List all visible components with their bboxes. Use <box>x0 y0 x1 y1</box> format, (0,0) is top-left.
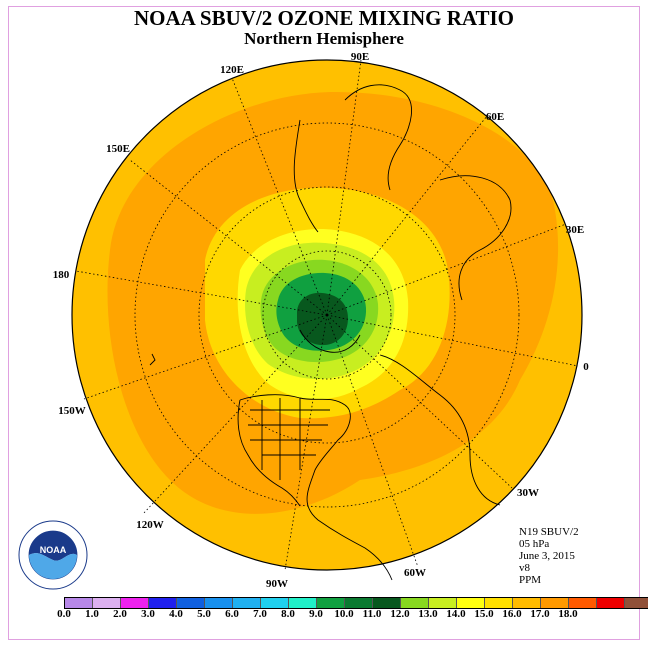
coastlines <box>149 84 512 581</box>
colorbar-tick-label: 3.0 <box>141 608 155 620</box>
colorbar-tick-label: 0.0 <box>57 608 71 620</box>
lon-label-120w: 120W <box>136 519 164 531</box>
colorbar-swatch <box>261 598 289 608</box>
colorbar-swatch <box>65 598 93 608</box>
colorbar-tick-label: 17.0 <box>530 608 550 620</box>
lon-label-60w: 60W <box>404 567 426 579</box>
info-instrument: N19 SBUV/2 <box>519 526 579 538</box>
colorbar-swatch <box>513 598 541 608</box>
colorbar <box>64 597 648 609</box>
lon-label-180: 180 <box>53 269 70 281</box>
colorbar-swatch <box>597 598 625 608</box>
lon-label-150w: 150W <box>58 405 86 417</box>
colorbar-tick-label: 10.0 <box>334 608 354 620</box>
colorbar-swatch <box>373 598 401 608</box>
logo-text: NOAA <box>40 545 67 555</box>
figure-frame <box>8 6 640 640</box>
lon-label-30w: 30W <box>517 487 539 499</box>
colorbar-tick-label: 5.0 <box>197 608 211 620</box>
longitude-labels: 90E 60E 30E 0 30W 60W 90W 120W 150W 180 … <box>53 51 590 590</box>
colorbar-swatch <box>429 598 457 608</box>
product-info: N19 SBUV/2 05 hPa June 3, 2015 v8 PPM <box>519 526 579 586</box>
map-subtitle: Northern Hemisphere <box>244 29 404 48</box>
colorbar-tick-label: 11.0 <box>362 608 382 620</box>
noaa-logo: NOAA <box>18 520 88 590</box>
lon-label-30e: 30E <box>566 224 584 236</box>
colorbar-swatch <box>625 598 648 608</box>
colorbar-swatch <box>177 598 205 608</box>
lon-label-0: 0 <box>583 361 589 373</box>
colorbar-tick-label: 6.0 <box>225 608 239 620</box>
info-level: 05 hPa <box>519 538 550 550</box>
colorbar-tick-label: 9.0 <box>309 608 323 620</box>
colorbar-swatch <box>401 598 429 608</box>
colorbar-ticks: 0.0 1.0 2.0 3.0 4.0 5.0 6.0 7.0 8.0 9.0 10.0 11.0 12… <box>50 608 610 622</box>
colorbar-swatch <box>569 598 597 608</box>
colorbar-tick-label: 14.0 <box>446 608 466 620</box>
info-units: PPM <box>519 574 542 586</box>
colorbar-swatch <box>93 598 121 608</box>
colorbar-swatch <box>541 598 569 608</box>
colorbar-tick-label: 13.0 <box>418 608 438 620</box>
colorbar-tick-label: 12.0 <box>390 608 410 620</box>
colorbar-swatch <box>233 598 261 608</box>
colorbar-tick-label: 4.0 <box>169 608 183 620</box>
lon-label-90w: 90W <box>266 578 288 590</box>
colorbar-swatch <box>485 598 513 608</box>
map-title: NOAA SBUV/2 OZONE MIXING RATIO <box>134 6 514 30</box>
colorbar-tick-label: 8.0 <box>281 608 295 620</box>
colorbar-tick-label: 18.0 <box>558 608 578 620</box>
colorbar-swatch <box>317 598 345 608</box>
colorbar-swatch <box>149 598 177 608</box>
colorbar-tick-label: 1.0 <box>85 608 99 620</box>
lon-label-150e: 150E <box>106 143 130 155</box>
lon-label-120e: 120E <box>220 64 244 76</box>
map-disk-border <box>71 59 583 571</box>
lon-label-60e: 60E <box>486 111 504 123</box>
colorbar-tick-label: 16.0 <box>502 608 522 620</box>
graticule <box>75 59 579 571</box>
lon-label-90e: 90E <box>351 51 369 63</box>
colorbar-swatch <box>121 598 149 608</box>
colorbar-tick-label: 15.0 <box>474 608 494 620</box>
colorbar-tick-label: 7.0 <box>253 608 267 620</box>
colorbar-swatch <box>205 598 233 608</box>
info-version: v8 <box>519 562 530 574</box>
colorbar-tick-label: 2.0 <box>113 608 127 620</box>
colorbar-swatch <box>457 598 485 608</box>
colorbar-swatch <box>289 598 317 608</box>
info-date: June 3, 2015 <box>519 550 575 562</box>
colorbar-swatch <box>345 598 373 608</box>
field-core-10plus <box>297 292 348 346</box>
